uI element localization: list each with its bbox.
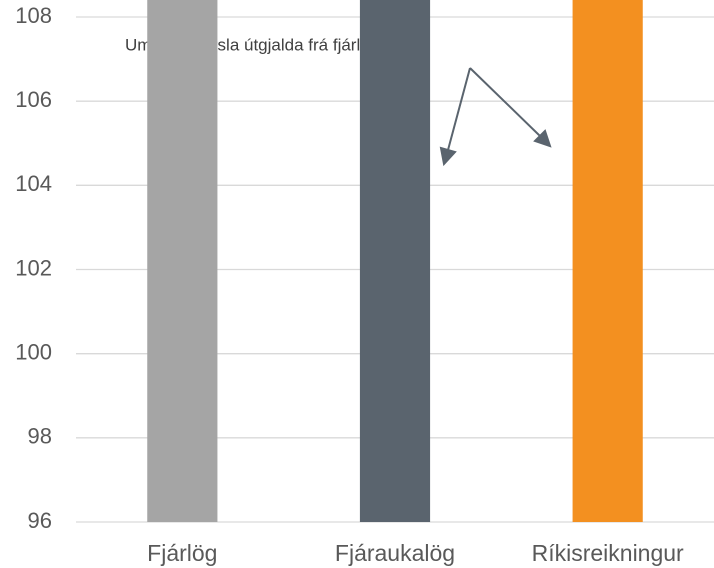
x-tick-label: Fjárlög bbox=[147, 540, 217, 566]
bar bbox=[147, 0, 218, 523]
arrow-head bbox=[439, 146, 457, 167]
arrow-line bbox=[447, 67, 471, 151]
x-tick-label: Ríkisreikningur bbox=[532, 540, 684, 566]
y-tick-label: 100 bbox=[15, 339, 52, 364]
y-tick-label: 102 bbox=[15, 255, 52, 280]
x-tick-label: Fjáraukalög bbox=[335, 540, 455, 566]
y-tick-label: 106 bbox=[15, 87, 52, 112]
bar bbox=[572, 0, 643, 523]
y-tick-label: 96 bbox=[28, 508, 52, 533]
annotation-arrows bbox=[439, 67, 552, 167]
arrow-line bbox=[469, 67, 541, 137]
y-tick-label: 104 bbox=[15, 171, 52, 196]
y-tick-label: 108 bbox=[15, 3, 52, 28]
arrow-head bbox=[533, 129, 552, 148]
bar bbox=[359, 0, 431, 523]
y-tick-label: 98 bbox=[28, 424, 52, 449]
